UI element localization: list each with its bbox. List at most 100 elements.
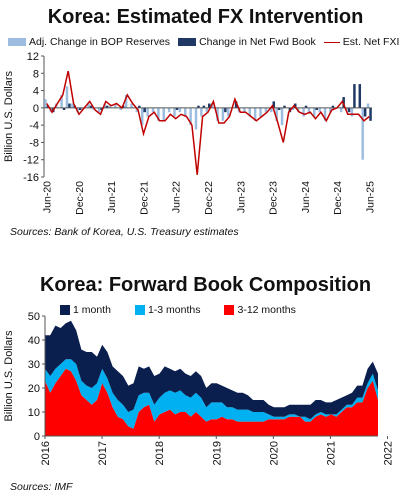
bar-net-fwd-book [277,107,281,111]
x-tick-label: Dec-21 [138,181,150,215]
bar-bop-reserves [216,107,219,121]
line-net-fxi [46,70,370,175]
bar-bop-reserves [184,107,187,117]
y-tick-label: 4 [33,86,39,98]
bar-bop-reserves [167,107,171,113]
bar-bop-reserves [135,107,139,113]
y-tick-label: 10 [28,407,40,419]
bar-bop-reserves [205,107,208,113]
y-tick-label: 50 [28,311,40,323]
bar-bop-reserves [323,107,327,121]
legend-label: 1-3 months [147,304,201,316]
legend-item-bop-reserves: Adj. Change in BOP Reserves [8,36,170,48]
chart-1-source: Sources: Bank of Korea, U.S. Treasury es… [10,226,239,238]
bar-bop-reserves [313,107,316,117]
chart-2-legend: 1 month 1-3 months 3-12 months [60,304,304,316]
x-tick-label: 2019 [211,441,223,465]
y-axis-label: Billion U.S. Dollars [3,70,15,162]
y-tick-label: -4 [29,120,39,132]
bar-net-fwd-book [369,107,372,121]
area-3-12-months [45,368,378,436]
legend-label: Est. Net FXI [342,36,400,48]
bar-bop-reserves [97,107,101,113]
bar-net-fwd-book [315,107,319,111]
bar-net-fwd-book [363,107,367,117]
bar-net-fwd-book [358,84,362,108]
x-tick-label: Jun-21 [106,181,118,213]
bar-bop-reserves [65,86,69,108]
x-tick-label: 2016 [40,441,52,465]
bar-bop-reserves [270,107,273,113]
bar-net-fwd-book [272,101,275,108]
bar-net-fwd-book [68,103,71,108]
bar-bop-reserves [210,103,214,108]
chart-1-plot: -16 -12 -8 -4 0 4 8 12 Jun-20 Dec-20 Jun-21 Dec-21 J… [3,51,376,215]
legend-label: Change in Net Fwd Book [199,36,316,48]
legend-line [323,41,340,43]
x-tick-label: 2021 [325,441,337,465]
y-tick-label: 12 [27,51,39,63]
bar-bop-reserves [114,103,117,108]
legend-swatch [60,305,70,315]
y-tick-label: 8 [33,68,39,80]
bar-net-fwd-book [234,101,238,108]
x-tick-label: 2017 [97,441,109,465]
y-tick-label: -12 [23,155,39,167]
bar-net-fwd-book [224,107,227,113]
bar-net-fwd-book [202,105,206,108]
y-tick-label: -8 [29,137,39,149]
bar-net-fwd-book [353,84,356,108]
bar-bop-reserves [194,107,198,130]
bar-net-fwd-book [100,107,103,111]
bar-bop-reserves [157,107,160,121]
x-tick-label: Dec-23 [268,181,280,215]
bar-bop-reserves [162,107,165,121]
x-tick-label: Jun-20 [42,181,54,213]
y-tick-label: 0 [33,103,39,115]
bar-bop-reserves [108,105,112,108]
legend-swatch [224,305,235,315]
bar-net-fwd-book [78,107,82,111]
bar-net-fwd-book [197,105,200,108]
bar-bop-reserves [227,107,230,117]
legend-swatch [8,38,26,46]
y-tick-label: 20 [28,383,40,395]
bar-bop-reserves [291,107,295,111]
chart-2-source: Sources: IMF [10,481,73,493]
bar-net-fwd-book [283,105,286,108]
bar-bop-reserves [350,107,354,117]
legend-swatch [134,305,145,315]
legend-label: 3-12 months [237,304,296,316]
bar-bop-reserves [339,107,343,113]
bar-bop-reserves [71,103,74,108]
bar-bop-reserves [44,99,47,108]
x-tick-label: Dec-20 [74,181,86,215]
bar-bop-reserves [275,107,278,121]
area-1-month [45,320,378,420]
bar-net-fwd-book [62,107,66,111]
bar-bop-reserves [302,107,305,117]
bar-net-fwd-book [175,107,179,111]
y-tick-label: 40 [28,335,40,347]
bar-bop-reserves [318,107,321,113]
bar-bop-reserves [87,103,90,108]
bar-bop-reserves [119,107,122,111]
y-axis-label: Billion U.S. Dollars [3,330,15,422]
chart-1-legend: Adj. Change in BOP Reserves Change in Ne… [8,36,407,48]
y-tick-label: 0 [34,431,40,443]
bar-net-fwd-book [342,97,345,108]
y-tick-label: 30 [28,359,40,371]
bar-bop-reserves [124,94,128,108]
bar-bop-reserves [307,107,311,113]
bar-net-fwd-book [143,107,146,113]
bar-net-fwd-book [208,103,211,108]
legend-item-1-month: 1 month [60,304,111,316]
bar-bop-reserves [173,107,176,117]
bar-bop-reserves [248,107,252,117]
legend-label: Adj. Change in BOP Reserves [29,36,171,48]
bar-bop-reserves [146,107,149,117]
legend-item-3-12-months: 3-12 months [224,304,296,316]
bar-bop-reserves [60,94,63,108]
bar-bop-reserves [329,107,332,113]
area-1-3-months [45,359,378,429]
